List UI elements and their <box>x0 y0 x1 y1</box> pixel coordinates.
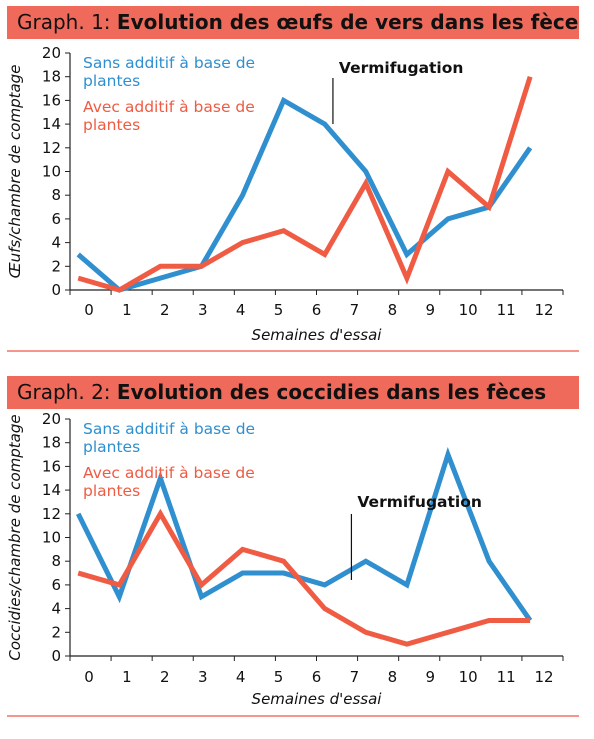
x-tick-label: 5 <box>274 668 284 686</box>
y-tick-label: 12 <box>42 139 61 157</box>
x-tick-label: 11 <box>497 668 516 686</box>
chart-2-title-banner: Graph. 2: Evolution des coccidies dans l… <box>7 376 579 409</box>
x-tick-label: 4 <box>236 301 246 319</box>
y-tick-label: 16 <box>42 457 61 475</box>
x-tick-label: 12 <box>534 301 553 319</box>
legend-entry-sans-additif: Sans additif à base de plantes <box>83 54 255 90</box>
x-tick-label: 0 <box>84 301 94 319</box>
x-tick-label: 7 <box>350 668 360 686</box>
x-tick-label: 3 <box>198 668 208 686</box>
x-tick-label: 3 <box>198 301 208 319</box>
chart-2-title-prefix: Graph. 2 <box>17 380 104 404</box>
chart-2-separator <box>7 715 579 717</box>
x-tick-label: 10 <box>459 668 478 686</box>
vermifugation-label: Vermifugation <box>357 493 482 511</box>
y-tick-label: 6 <box>51 576 61 594</box>
x-tick-label: 9 <box>425 301 435 319</box>
x-tick-label: 1 <box>122 301 132 319</box>
y-tick-label: 2 <box>51 257 61 275</box>
x-tick-label: 2 <box>160 301 170 319</box>
y-tick-label: 0 <box>51 647 61 665</box>
legend-entry-avec-additif: Avec additif à base de plantes <box>83 464 255 500</box>
series-line-sans-additif <box>76 96 533 293</box>
chart-2-title: Evolution des coccidies dans les fèces <box>116 380 547 404</box>
chart-1-panel: Graph. 1: Evolution des œufs de vers dan… <box>0 0 594 355</box>
legend-entry-avec-additif: Avec additif à base de plantes <box>83 98 255 134</box>
legend-entry-sans-additif: Sans additif à base de plantes <box>83 420 255 456</box>
y-axis-title: Œufs/chambre de comptage <box>6 65 24 279</box>
chart-1-title-banner: Graph. 1: Evolution des œufs de vers dan… <box>7 6 579 39</box>
y-tick-label: 18 <box>42 434 61 452</box>
y-tick-label: 20 <box>42 44 61 62</box>
chart-1-separator <box>7 350 579 352</box>
chart-1-title-prefix: Graph. 1 <box>17 10 104 34</box>
x-tick-label: 11 <box>497 301 516 319</box>
series-line-avec-additif <box>77 75 533 293</box>
y-tick-label: 8 <box>51 186 61 204</box>
x-tick-label: 6 <box>312 668 322 686</box>
y-tick-label: 0 <box>51 281 61 299</box>
x-tick-label: 0 <box>84 668 94 686</box>
y-tick-label: 14 <box>42 481 61 499</box>
x-tick-label: 7 <box>350 301 360 319</box>
y-tick-label: 2 <box>51 623 61 641</box>
x-tick-label: 12 <box>534 668 553 686</box>
y-tick-label: 20 <box>42 410 61 428</box>
x-tick-label: 10 <box>459 301 478 319</box>
chart-2-panel: Graph. 2: Evolution des coccidies dans l… <box>0 370 594 739</box>
chart-1-title: Evolution des œufs de vers dans les fèce… <box>116 10 579 34</box>
y-tick-label: 12 <box>42 505 61 523</box>
y-tick-label: 14 <box>42 115 61 133</box>
series-line-avec-additif <box>77 508 531 647</box>
y-tick-label: 4 <box>51 600 61 618</box>
y-tick-label: 10 <box>42 529 61 547</box>
x-tick-label: 6 <box>312 301 322 319</box>
y-tick-label: 6 <box>51 210 61 228</box>
vermifugation-label: Vermifugation <box>339 59 464 77</box>
series-line-sans-additif <box>75 446 533 622</box>
x-tick-label: 8 <box>388 301 398 319</box>
x-tick-label: 5 <box>274 301 284 319</box>
y-tick-label: 4 <box>51 234 61 252</box>
y-tick-label: 8 <box>51 552 61 570</box>
x-tick-label: 8 <box>388 668 398 686</box>
x-tick-label: 9 <box>425 668 435 686</box>
y-tick-label: 10 <box>42 163 61 181</box>
y-tick-label: 16 <box>42 91 61 109</box>
x-tick-label: 1 <box>122 668 132 686</box>
x-axis-title: Semaines d'essai <box>252 326 383 344</box>
y-tick-label: 18 <box>42 68 61 86</box>
x-tick-label: 4 <box>236 668 246 686</box>
x-tick-label: 2 <box>160 668 170 686</box>
y-axis-title: Coccidies/chambre de comptage <box>6 414 24 660</box>
x-axis-title: Semaines d'essai <box>252 690 383 708</box>
